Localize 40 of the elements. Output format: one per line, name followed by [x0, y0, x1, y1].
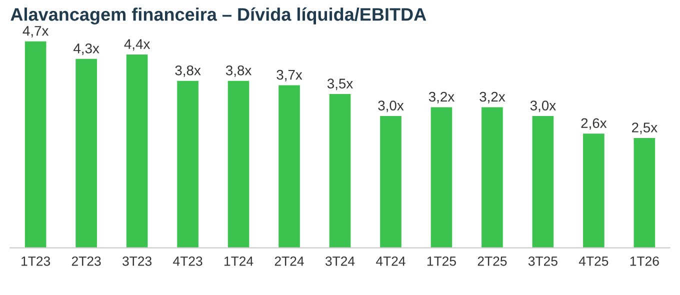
bar	[329, 94, 351, 248]
bar	[583, 134, 604, 248]
x-tick-label: 3T24	[325, 256, 355, 266]
x-tick-label: 1T24	[224, 256, 254, 266]
x-tick-label: 4T25	[578, 256, 608, 266]
bar	[634, 138, 656, 248]
bar	[24, 41, 46, 248]
bar	[228, 80, 250, 248]
bar	[76, 58, 97, 248]
x-tick-label: 2T23	[72, 256, 101, 266]
x-tick-label: 1T23	[22, 256, 50, 266]
x-tick-label: 1T25	[427, 256, 456, 266]
x-tick-label: 2T24	[274, 256, 304, 266]
data-label: 3,8x	[175, 65, 201, 77]
bar	[126, 54, 148, 248]
data-label: 4,3x	[74, 44, 100, 55]
x-tick-label: 3T25	[528, 256, 558, 266]
chart-title: Alavancagem financeira – Dívida líquida/EBITDA	[10, 7, 426, 24]
x-tick-label: 1T26	[630, 256, 659, 266]
data-label: 4,7x	[22, 26, 49, 38]
data-label: 3,2x	[428, 92, 454, 104]
data-label: 3,0x	[378, 100, 404, 112]
x-tick-label: 4T24	[376, 256, 406, 266]
data-label: 2,5x	[632, 122, 658, 134]
bar	[532, 116, 554, 248]
bar	[278, 85, 300, 248]
data-label: 3,0x	[530, 100, 556, 112]
bar	[380, 116, 402, 248]
bar	[177, 80, 198, 248]
data-label: 3,8x	[226, 65, 252, 77]
bar	[430, 107, 452, 248]
data-label: 2,6x	[581, 118, 607, 130]
x-tick-label: 3T23	[122, 256, 152, 266]
data-label: 3,5x	[327, 78, 353, 90]
data-label: 4,4x	[124, 39, 150, 51]
data-label: 3,2x	[480, 92, 506, 104]
bar	[482, 107, 503, 248]
x-tick-label: 2T25	[478, 256, 507, 266]
data-label: 3,7x	[276, 70, 302, 82]
x-tick-label: 4T23	[173, 256, 202, 266]
